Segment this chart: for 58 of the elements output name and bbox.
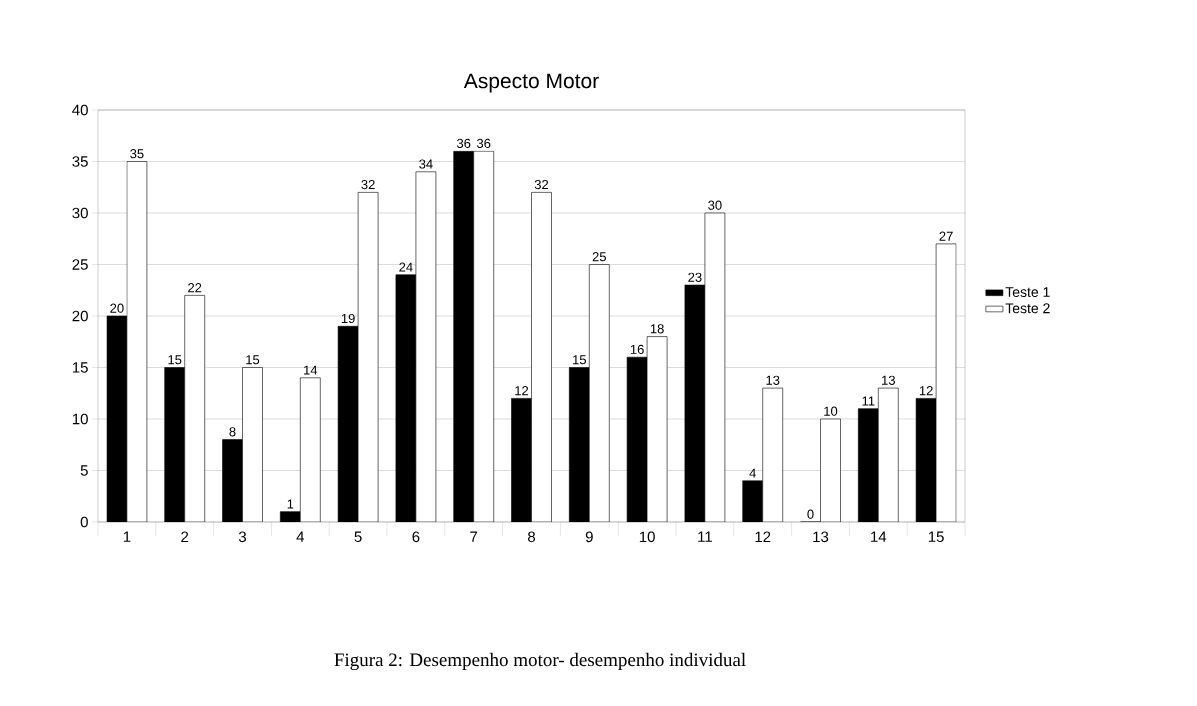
data-label: 8 bbox=[229, 427, 236, 437]
x-tick-label: 11 bbox=[698, 531, 712, 542]
x-tick-label: 8 bbox=[527, 531, 536, 543]
data-label: 15 bbox=[573, 355, 586, 365]
data-label: 23 bbox=[688, 272, 702, 282]
x-tick-label: 9 bbox=[585, 531, 593, 543]
y-tick-label: 30 bbox=[72, 207, 88, 219]
x-tick-label: 14 bbox=[871, 531, 887, 542]
data-label: 12 bbox=[515, 386, 529, 396]
chart-title: Aspecto Motor bbox=[463, 73, 599, 93]
data-label: 35 bbox=[130, 149, 144, 159]
data-label: 12 bbox=[919, 386, 933, 396]
data-label: 13 bbox=[766, 375, 780, 385]
data-label: 15 bbox=[168, 355, 182, 365]
data-label: 32 bbox=[361, 179, 375, 190]
y-tick-label: 5 bbox=[80, 465, 88, 476]
data-label: 13 bbox=[882, 375, 895, 385]
data-label: 27 bbox=[939, 231, 953, 241]
x-tick-label: 7 bbox=[470, 531, 478, 542]
y-tick-label: 10 bbox=[72, 413, 88, 425]
data-label: 20 bbox=[110, 303, 124, 313]
data-label: 16 bbox=[630, 344, 644, 354]
data-label: 0 bbox=[807, 509, 814, 519]
data-label: 10 bbox=[824, 406, 838, 416]
data-label: 36 bbox=[476, 138, 491, 148]
data-label: 14 bbox=[304, 365, 318, 375]
y-tick-label: 15 bbox=[72, 362, 88, 373]
y-tick-label: 35 bbox=[72, 156, 88, 167]
text: Figura 2: Desempenho motor- desempenho individual bbox=[334, 652, 746, 671]
data-label: 1 bbox=[287, 499, 294, 509]
data-label: 25 bbox=[592, 252, 606, 262]
x-tick-label: 15 bbox=[928, 531, 944, 542]
x-tick-label: 6 bbox=[412, 531, 420, 543]
data-label: 34 bbox=[419, 159, 433, 169]
data-label: 11 bbox=[862, 396, 875, 406]
x-tick-label: 1 bbox=[123, 531, 131, 542]
x-tick-label: 3 bbox=[238, 531, 247, 543]
data-label: 15 bbox=[246, 355, 260, 365]
data-label: 36 bbox=[456, 138, 471, 148]
data-label: 19 bbox=[341, 313, 355, 324]
y-tick-label: 0 bbox=[80, 516, 88, 528]
data-label: 32 bbox=[534, 179, 549, 190]
data-label: 22 bbox=[188, 283, 202, 293]
y-tick-label: 25 bbox=[72, 259, 88, 270]
x-tick-label: 5 bbox=[354, 531, 362, 542]
y-tick-label: 40 bbox=[72, 104, 88, 116]
y-tick-label: 20 bbox=[72, 310, 88, 322]
legend-label: Teste 2 bbox=[1005, 303, 1050, 314]
data-label: 24 bbox=[399, 262, 413, 272]
data-label: 18 bbox=[650, 324, 664, 334]
x-tick-label: 2 bbox=[181, 531, 189, 542]
x-tick-label: 10 bbox=[639, 531, 655, 543]
data-label: 30 bbox=[708, 200, 722, 210]
data-label: 4 bbox=[749, 468, 756, 478]
x-tick-label: 4 bbox=[296, 531, 305, 542]
x-tick-label: 12 bbox=[755, 531, 771, 542]
x-tick-label: 13 bbox=[813, 531, 829, 543]
legend-label: Teste 1 bbox=[1005, 287, 1050, 297]
